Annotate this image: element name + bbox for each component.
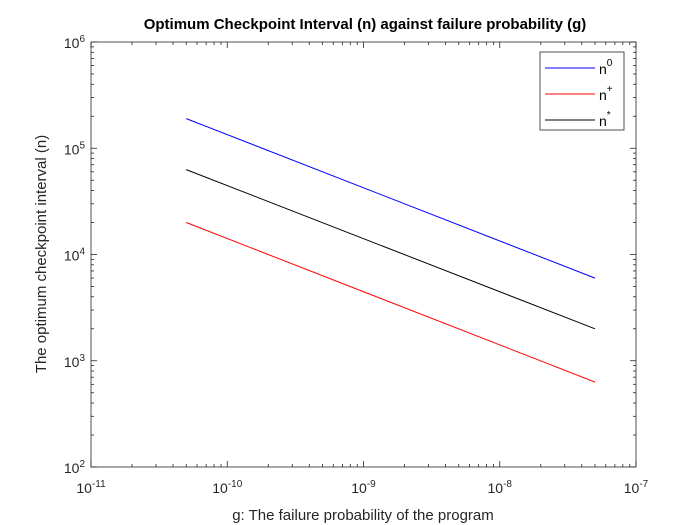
y-tick-label-exp: 3 [79,353,85,364]
x-tick-label: 10-7 [624,479,649,496]
chart-title: Optimum Checkpoint Interval (n) against … [144,16,587,33]
y-tick-label-base: 10 [64,248,80,264]
legend-label-base: n [599,113,607,129]
y-tick-label-exp: 5 [79,140,85,151]
x-tick-label-base: 10 [488,480,504,496]
series-line-1 [186,222,596,383]
legend-label-sup: * [607,110,611,121]
legend-label-sup: + [607,84,613,95]
x-tick-label: 10-8 [488,479,513,496]
x-tick-label-base: 10 [624,480,640,496]
x-tick-label: 10-10 [212,479,242,496]
legend-label-base: n [599,87,607,103]
series-layer [186,118,596,383]
y-tick-label-base: 10 [64,35,80,51]
y-tick-label-exp: 4 [79,247,85,258]
legend: n0n+n* [539,51,625,131]
legend-label-base: n [599,61,607,77]
x-tick-label-exp: -9 [367,479,376,490]
legend-label-1: n+ [599,84,613,103]
legend-label-sup: 0 [607,58,613,69]
series-line-0 [186,118,596,279]
y-axis-label: The optimum checkpoint interval (n) [33,135,50,373]
x-tick-label-exp: -8 [503,479,512,490]
x-tick-label-base: 10 [351,480,367,496]
y-tick-label-exp: 6 [79,34,85,45]
y-tick-label: 103 [64,353,86,370]
x-tick-label-exp: -11 [92,479,106,490]
y-tick-label-exp: 2 [79,459,85,470]
legend-box [539,51,625,131]
x-tick-label-exp: -7 [639,479,648,490]
x-tick-label: 10-11 [76,479,106,496]
y-tick-label: 104 [64,247,86,264]
x-axis-ticks: 10-11 10-10 10-9 10-8 10-7 [76,42,649,496]
y-tick-label-base: 10 [64,460,80,476]
legend-label-2: n* [599,110,611,129]
x-tick-label: 10-9 [351,479,376,496]
y-tick-label: 105 [64,140,86,157]
y-tick-label: 106 [64,34,86,51]
y-tick-label-base: 10 [64,141,80,157]
y-tick-label: 102 [64,459,86,476]
y-tick-label-base: 10 [64,354,80,370]
x-tick-label-base: 10 [76,480,92,496]
series-line-2 [186,169,596,330]
x-axis-label: g: The failure probability of the progra… [232,507,494,524]
x-tick-label-base: 10 [212,480,228,496]
legend-label-0: n0 [599,58,613,77]
x-tick-label-exp: -10 [228,479,243,490]
